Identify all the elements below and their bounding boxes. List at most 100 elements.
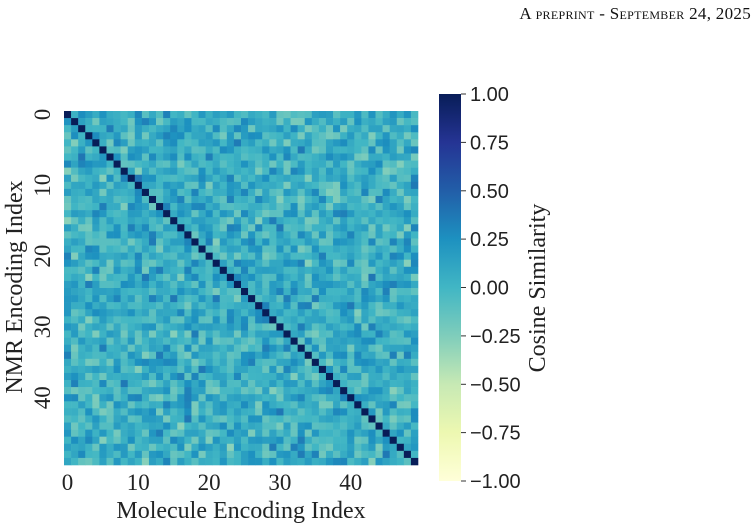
heatmap-cell xyxy=(255,429,263,437)
heatmap-cell xyxy=(354,181,362,190)
heatmap-cell xyxy=(410,295,419,303)
heatmap-cell xyxy=(134,259,143,268)
heatmap-cell-diagonal xyxy=(134,181,143,190)
heatmap-cell xyxy=(347,316,355,324)
heatmap-cell xyxy=(396,288,405,296)
heatmap-cell xyxy=(290,203,298,211)
heatmap-cell xyxy=(290,174,298,183)
heatmap-cell xyxy=(311,210,320,218)
heatmap-cell-diagonal xyxy=(127,174,136,183)
heatmap-cell xyxy=(233,167,242,176)
heatmap-cell xyxy=(354,387,362,395)
heatmap-cell xyxy=(78,351,86,360)
heatmap-cell xyxy=(311,337,320,345)
heatmap-cell xyxy=(233,118,242,126)
heatmap-cell xyxy=(226,174,235,183)
heatmap-cell xyxy=(389,450,398,459)
heatmap-cell-diagonal xyxy=(71,118,79,126)
heatmap-cell xyxy=(333,365,341,374)
heatmap-cell xyxy=(219,380,228,388)
heatmap-cell xyxy=(148,401,157,409)
heatmap-cell xyxy=(297,217,306,225)
heatmap-cell xyxy=(354,457,362,466)
heatmap-cell xyxy=(170,273,178,282)
heatmap-cell xyxy=(255,217,263,225)
heatmap-cell xyxy=(241,372,249,381)
heatmap-cell xyxy=(99,259,107,268)
colorbar-label: Cosine Similarity xyxy=(525,204,551,373)
heatmap-cell xyxy=(85,309,93,317)
heatmap-cell xyxy=(120,387,129,395)
heatmap-cell xyxy=(354,174,362,183)
heatmap-cell xyxy=(255,153,263,161)
heatmap-cell xyxy=(389,288,398,296)
heatmap-cell xyxy=(184,457,192,466)
heatmap-cell xyxy=(389,365,398,374)
heatmap-cell xyxy=(106,323,114,331)
heatmap-cell xyxy=(290,153,298,161)
heatmap-cell xyxy=(347,344,355,353)
heatmap-cell-diagonal xyxy=(269,316,277,324)
heatmap-cell xyxy=(304,139,313,147)
heatmap-cell xyxy=(113,167,121,176)
heatmap-cell xyxy=(340,252,348,260)
heatmap-cell xyxy=(64,330,72,338)
heatmap-cell xyxy=(64,146,72,154)
colorbar-tick-label: −1.00 xyxy=(470,471,521,493)
heatmap-cell xyxy=(347,231,355,239)
heatmap-cell xyxy=(148,273,157,282)
heatmap-cell xyxy=(368,408,376,416)
heatmap-cell xyxy=(134,358,143,367)
heatmap-cell xyxy=(410,188,419,197)
heatmap-cell xyxy=(127,344,136,353)
heatmap-cell xyxy=(262,372,270,381)
heatmap-cell xyxy=(311,288,320,296)
heatmap-cell xyxy=(85,273,93,282)
heatmap-cell xyxy=(184,401,192,409)
heatmap-cell xyxy=(269,365,277,374)
heatmap-cell xyxy=(354,125,362,133)
heatmap-cell xyxy=(141,337,150,345)
heatmap-cell xyxy=(340,408,348,416)
heatmap-cell xyxy=(163,146,171,154)
heatmap-cell xyxy=(92,195,100,204)
heatmap-cell xyxy=(85,302,93,310)
heatmap-cell xyxy=(170,344,178,353)
heatmap-cell xyxy=(148,330,157,338)
heatmap-cell xyxy=(85,443,93,452)
heatmap-cell xyxy=(198,295,206,303)
heatmap-cell xyxy=(106,436,114,445)
heatmap-cell xyxy=(283,415,291,423)
heatmap-cell xyxy=(318,111,327,119)
heatmap-cell xyxy=(403,457,412,466)
heatmap-cell xyxy=(113,273,121,282)
heatmap-cell xyxy=(184,174,192,183)
heatmap-cell xyxy=(148,380,157,388)
heatmap-cell xyxy=(134,252,143,260)
heatmap-cell xyxy=(212,309,221,317)
heatmap-cell xyxy=(297,259,306,268)
heatmap-cell xyxy=(311,372,320,381)
heatmap-cell xyxy=(304,146,313,154)
heatmap-cell xyxy=(233,266,242,275)
heatmap-cell xyxy=(325,174,334,183)
heatmap-cell xyxy=(410,174,419,183)
heatmap-cell xyxy=(177,125,185,133)
heatmap-cell xyxy=(290,344,298,353)
heatmap-cell xyxy=(85,280,93,289)
heatmap-cell xyxy=(92,450,100,459)
heatmap-cell xyxy=(248,450,256,459)
heatmap-cell-diagonal xyxy=(410,457,419,466)
heatmap-cell xyxy=(106,443,114,452)
heatmap-cell xyxy=(403,252,412,260)
heatmap-cell xyxy=(106,210,114,218)
heatmap-cell xyxy=(241,125,249,133)
heatmap-cell xyxy=(340,330,348,338)
heatmap-cell xyxy=(403,217,412,225)
heatmap-cell xyxy=(354,153,362,161)
heatmap-cell xyxy=(347,111,355,119)
heatmap-cell xyxy=(233,288,242,296)
heatmap-cell xyxy=(396,344,405,353)
heatmap-cell xyxy=(120,337,129,345)
heatmap-cell xyxy=(191,302,199,310)
